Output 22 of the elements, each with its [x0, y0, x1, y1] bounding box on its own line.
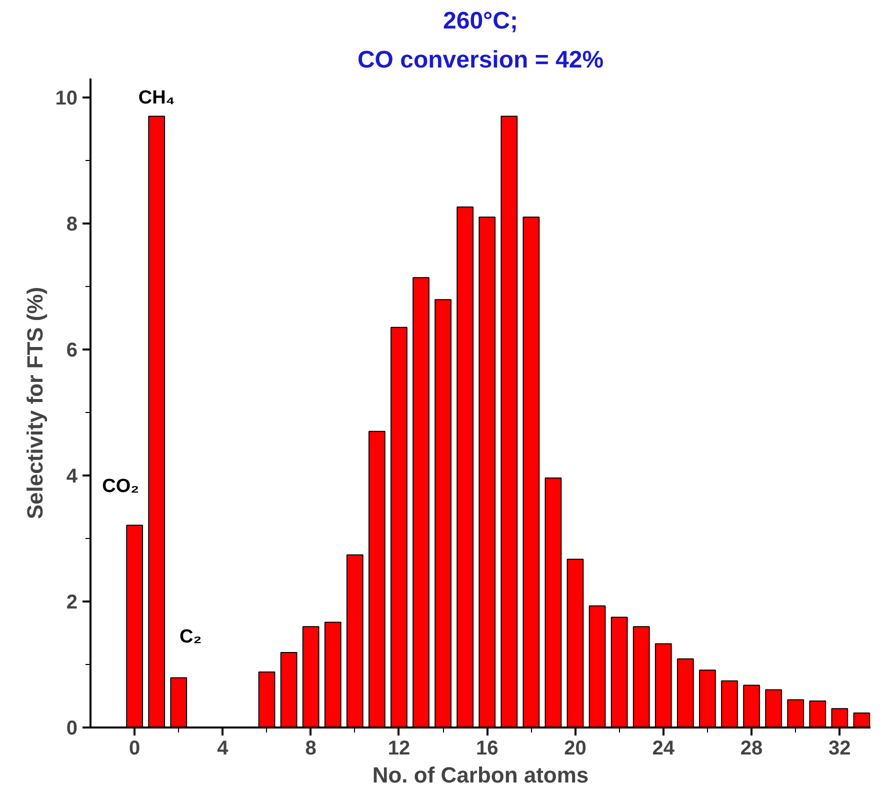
x-tick-label: 32 [828, 738, 851, 760]
y-axis-title: Selectivity for FTS (%) [22, 286, 48, 520]
y-tick-label: 0 [66, 718, 78, 740]
x-tick-label: 8 [305, 738, 316, 760]
x-tick-label: 12 [388, 738, 410, 760]
annotation: C₂ [180, 626, 202, 648]
y-tick-label: 6 [66, 339, 78, 362]
x-tick-label: 24 [652, 738, 676, 760]
y-tick-label: 8 [66, 213, 78, 236]
x-tick-label: 0 [129, 738, 140, 760]
y-tick-label: 10 [55, 87, 78, 110]
x-tick-label: 4 [217, 738, 230, 760]
y-tick-label: 4 [66, 465, 78, 488]
chart-subtitle: CO conversion = 42% [357, 46, 604, 74]
x-tick-label: 20 [564, 738, 586, 760]
x-axis-title: No. of Carbon atoms [372, 762, 589, 788]
chart-title: 260°C; [443, 8, 518, 34]
x-tick-label: 16 [476, 738, 498, 760]
annotation: CH₄ [138, 87, 175, 108]
annotation: CO₂ [102, 476, 140, 498]
x-tick-label: 28 [740, 738, 763, 760]
y-tick-label: 2 [66, 591, 78, 614]
